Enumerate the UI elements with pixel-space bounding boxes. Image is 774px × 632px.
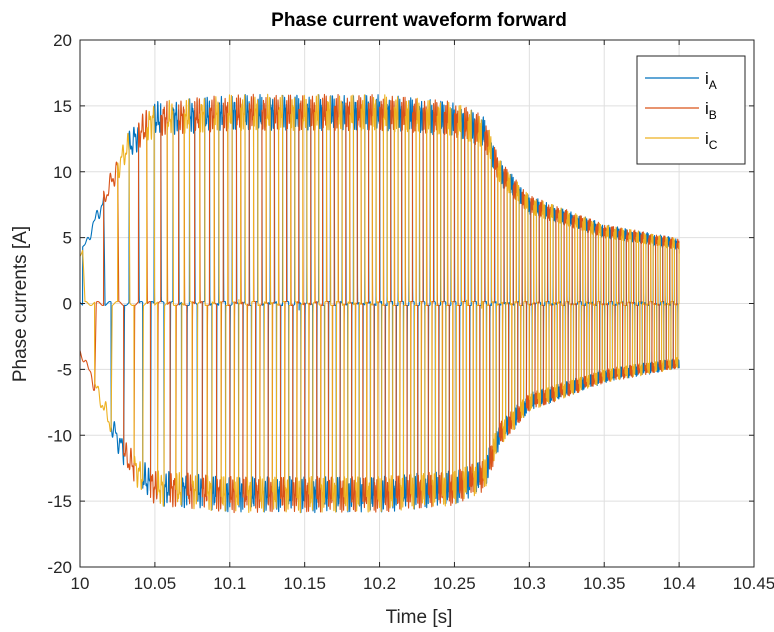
x-tick-label: 10	[71, 574, 90, 593]
x-tick-label: 10.4	[663, 574, 696, 593]
series-line-b	[80, 93, 680, 514]
y-tick-label: -15	[47, 492, 72, 511]
x-tick-label: 10.05	[134, 574, 177, 593]
y-tick-label: 20	[53, 31, 72, 50]
y-tick-label: -20	[47, 558, 72, 577]
legend-box	[636, 55, 746, 165]
y-tick-label: -5	[57, 360, 72, 379]
series-line-c	[80, 93, 680, 514]
y-tick-label: 0	[63, 295, 72, 314]
x-tick-label: 10.3	[513, 574, 546, 593]
y-tick-label: 15	[53, 97, 72, 116]
legend-label-b: iB	[705, 99, 717, 122]
x-tick-label: 10.35	[583, 574, 626, 593]
x-axis-label: Time [s]	[386, 607, 453, 628]
y-tick-label: 5	[63, 229, 72, 248]
x-tick-label: 10.15	[283, 574, 326, 593]
x-tick-label: 10.2	[363, 574, 396, 593]
ticks: 10 10.05 10.1 10.15 10.2 10.25 10.3 10.35 10.4 10…	[47, 31, 774, 593]
y-tick-label: -10	[47, 426, 72, 445]
series-group	[80, 93, 680, 514]
chart-title: Phase current waveform forward	[271, 10, 567, 31]
x-tick-label: 10.25	[433, 574, 476, 593]
legend-label-a: iA	[705, 69, 717, 92]
y-tick-label: 10	[53, 163, 72, 182]
y-axis-label: Phase currents [A]	[10, 226, 31, 382]
series-line-a	[80, 94, 680, 514]
x-tick-label: 10.1	[213, 574, 246, 593]
x-tick-label: 10.45	[733, 574, 774, 593]
